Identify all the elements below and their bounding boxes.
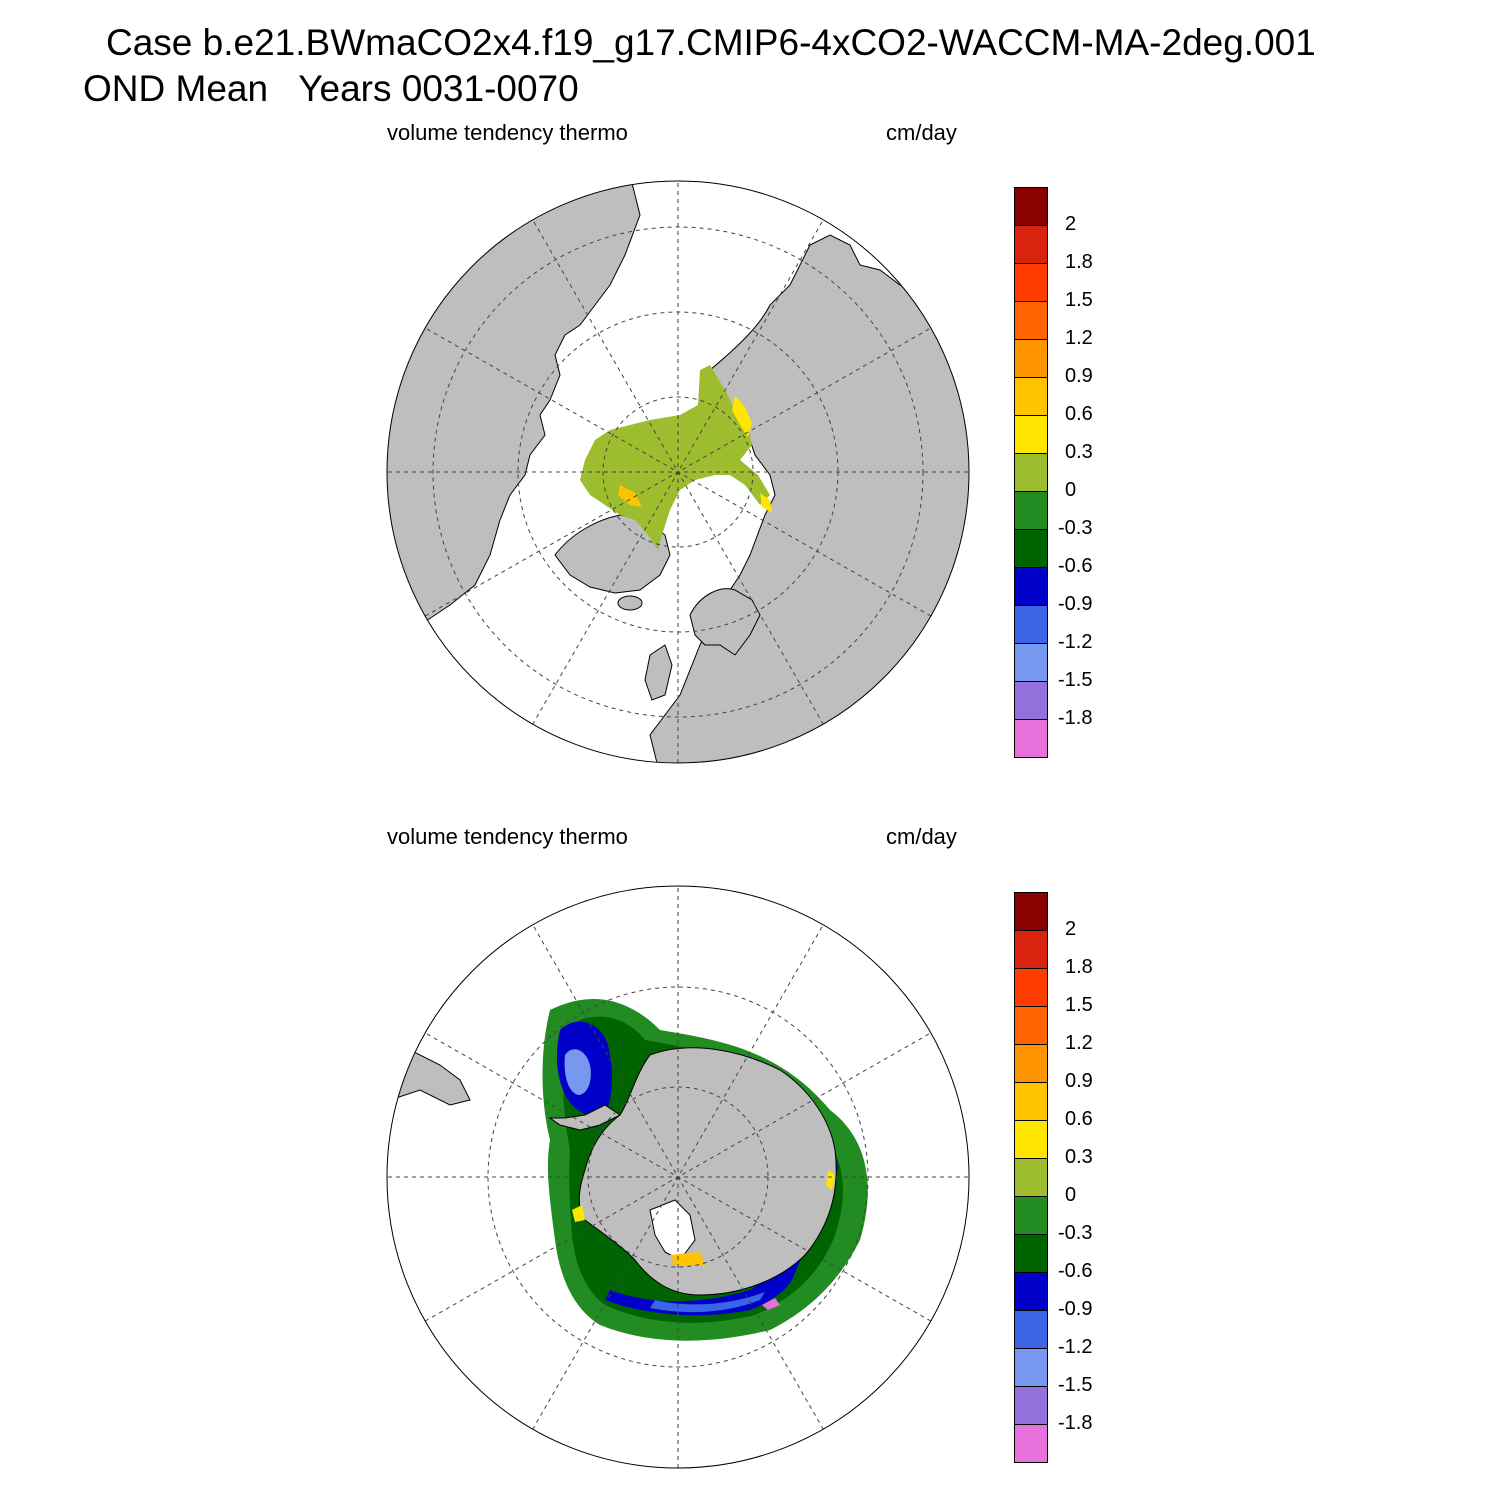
south-colorbar-segment	[1014, 1386, 1048, 1425]
south-colorbar-tick-label: -1.2	[1058, 1336, 1093, 1358]
south-panel-variable-label: volume tendency thermo	[387, 824, 628, 849]
south-colorbar-segment	[1014, 1272, 1048, 1311]
north-colorbar-segment	[1014, 187, 1048, 226]
north-colorbar-tick-label: -0.9	[1058, 593, 1093, 615]
north-colorbar-tick-label: -0.6	[1058, 555, 1093, 577]
arctic-tendency-positive-1	[732, 395, 752, 437]
south-colorbar-segment	[1014, 1234, 1048, 1273]
ross-amundsen-strong-melt	[605, 1210, 820, 1316]
north-colorbar-tick-label: 1.5	[1065, 289, 1093, 311]
south-colorbar-segment	[1014, 1082, 1048, 1121]
north-colorbar-tick-label: 1.2	[1065, 327, 1093, 349]
north-colorbar-segment	[1014, 263, 1048, 302]
south-colorbar-segment	[1014, 1424, 1048, 1463]
south-colorbar-segment	[1014, 930, 1048, 969]
south-colorbar-tick-label: 0	[1065, 1184, 1077, 1206]
south-colorbar-tick-label: 2	[1065, 918, 1077, 940]
north-panel-units-label: cm/day	[886, 120, 957, 145]
north-colorbar-segment	[1014, 529, 1048, 568]
south-colorbar-segment	[1014, 892, 1048, 931]
north-colorbar-segment	[1014, 225, 1048, 264]
weddell-sea-stronger-melt	[564, 1049, 591, 1095]
south-colorbar-tick-label: -0.6	[1058, 1260, 1093, 1282]
strongest-melt-spot	[762, 1298, 780, 1310]
north-graticule	[387, 181, 969, 763]
figure-title-line-1: Case b.e21.BWmaCO2x4.f19_g17.CMIP6-4xCO2…	[106, 22, 1316, 63]
coastal-positive-1	[670, 1252, 705, 1266]
north-colorbar-tick-label: -1.2	[1058, 631, 1093, 653]
arctic-tendency-positive-3	[760, 493, 772, 513]
south-colorbar-segment	[1014, 1348, 1048, 1387]
north-colorbar: 2 1.8 1.5 1.2 0.9 0.6 0.3 0 -0.3 -0.6 -0.9 -1.2 -1.5…	[1014, 187, 1093, 758]
north-colorbar-segment	[1014, 681, 1048, 720]
south-colorbar-tick-label: 1.2	[1065, 1032, 1093, 1054]
antarctica-land	[578, 1047, 837, 1296]
south-colorbar-tick-label: 1.8	[1065, 956, 1093, 978]
south-colorbar-segment	[1014, 968, 1048, 1007]
south-graticule	[387, 886, 969, 1468]
south-colorbar-segment	[1014, 1006, 1048, 1045]
north-colorbar-tick-label: 0.6	[1065, 403, 1093, 425]
north-colorbar-tick-label: 0	[1065, 479, 1077, 501]
south-panel-units-label: cm/day	[886, 824, 957, 849]
south-polar-map	[386, 885, 970, 1469]
north-colorbar-segment	[1014, 415, 1048, 454]
antarctic-peninsula-land	[548, 1104, 621, 1131]
south-colorbar-segment	[1014, 1196, 1048, 1235]
north-colorbar-tick-label: 1.8	[1065, 251, 1093, 273]
north-colorbar-segment	[1014, 339, 1048, 378]
iceland-land	[617, 595, 643, 611]
south-colorbar-tick-label: -1.5	[1058, 1374, 1093, 1396]
scandinavia-land	[689, 588, 761, 656]
south-colorbar: 2 1.8 1.5 1.2 0.9 0.6 0.3 0 -0.3 -0.6 -0.9 -1.2 -1.5…	[1014, 892, 1093, 1463]
north-colorbar-segment	[1014, 377, 1048, 416]
south-colorbar-segment	[1014, 1120, 1048, 1159]
north-colorbar-segment	[1014, 643, 1048, 682]
north-panel-variable-label: volume tendency thermo	[387, 120, 628, 145]
south-colorbar-tick-label: 0.9	[1065, 1070, 1093, 1092]
south-colorbar-tick-label: -0.3	[1058, 1222, 1093, 1244]
south-colorbar-tick-label: 0.3	[1065, 1146, 1093, 1168]
north-colorbar-segment	[1014, 301, 1048, 340]
south-colorbar-tick-label: -1.8	[1058, 1412, 1093, 1434]
south-colorbar-segment	[1014, 1310, 1048, 1349]
south-colorbar-tick-label: -0.9	[1058, 1298, 1093, 1320]
south-colorbar-tick-label: 1.5	[1065, 994, 1093, 1016]
uk-land	[644, 644, 673, 701]
south-colorbar-segment	[1014, 1158, 1048, 1197]
north-colorbar-tick-label: 0.3	[1065, 441, 1093, 463]
north-colorbar-tick-label: -1.8	[1058, 707, 1093, 729]
north-colorbar-segment	[1014, 453, 1048, 492]
north-colorbar-tick-label: 2	[1065, 213, 1077, 235]
north-colorbar-tick-label: 0.9	[1065, 365, 1093, 387]
south-colorbar-segment	[1014, 1044, 1048, 1083]
coastal-positive-2	[572, 1205, 585, 1222]
north-colorbar-segment	[1014, 491, 1048, 530]
north-colorbar-tick-label: -0.3	[1058, 517, 1093, 539]
north-colorbar-segment	[1014, 567, 1048, 606]
north-colorbar-tick-label: -1.5	[1058, 669, 1093, 691]
figure-title-line-2: OND Mean Years 0031-0070	[83, 68, 579, 109]
greenland-land	[554, 514, 671, 594]
north-polar-map	[386, 180, 970, 764]
coastal-positive-3	[826, 1170, 835, 1190]
north-colorbar-segment	[1014, 605, 1048, 644]
arctic-tendency-positive-2	[618, 485, 642, 507]
north-colorbar-segment	[1014, 719, 1048, 758]
ross-amundsen-stronger-melt	[650, 1292, 765, 1313]
south-colorbar-tick-label: 0.6	[1065, 1108, 1093, 1130]
